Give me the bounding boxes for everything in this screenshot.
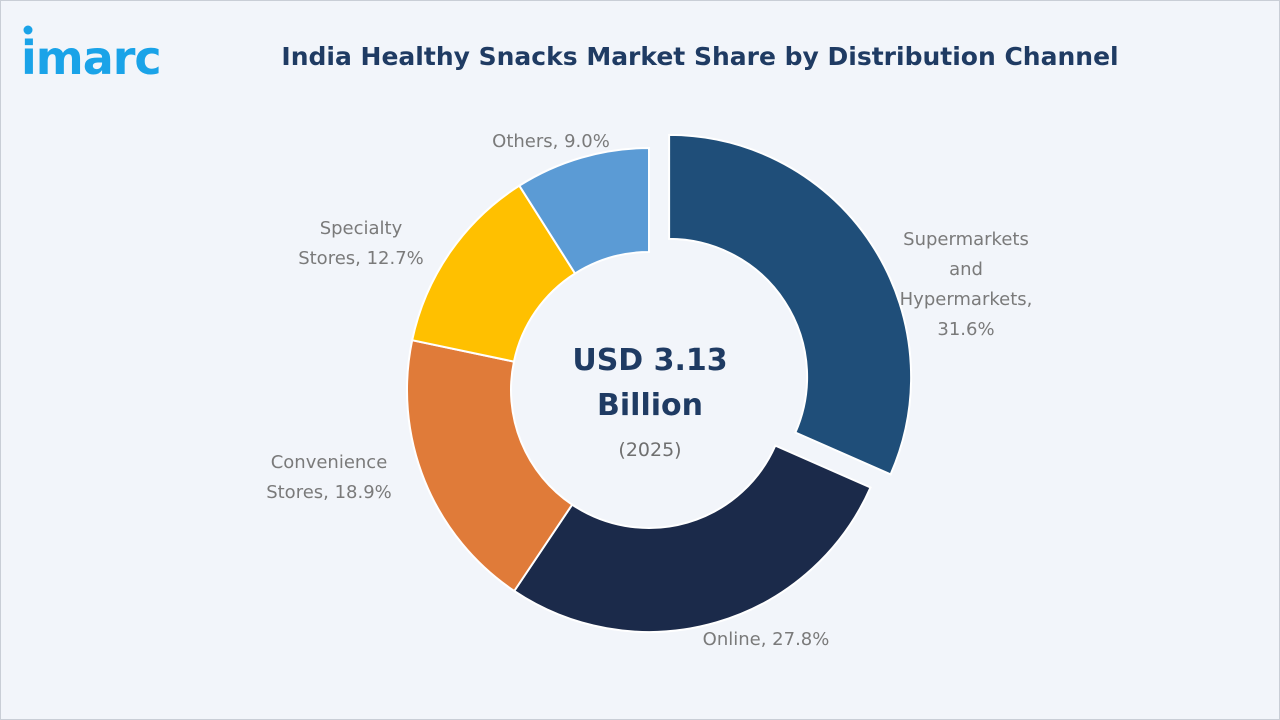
center-year: (2025) [618, 439, 681, 461]
slice-label-line: Convenience [271, 452, 388, 473]
slice-label-line: and [949, 259, 983, 280]
donut-slice-2 [406, 338, 574, 593]
slice-label-line: Stores, 18.9% [266, 482, 392, 503]
slice-label-line: Stores, 12.7% [298, 248, 424, 269]
imarc-logo: imarc [22, 25, 162, 82]
donut-slice-0 [668, 133, 913, 476]
slice-label-4: Others, 9.0% [492, 131, 610, 152]
center-unit: Billion [597, 388, 703, 423]
center-value: USD 3.13 [572, 343, 727, 378]
donut-slice-4 [517, 146, 650, 275]
slice-label-line: Specialty [320, 218, 403, 239]
slice-label-line: 31.6% [937, 319, 994, 340]
slice-label-1: Online, 27.8% [703, 629, 830, 650]
slice-label-line: Online, 27.8% [703, 629, 830, 650]
slice-labels: Supermarkets and Hypermarkets, 31.6% Online,… [266, 131, 1032, 650]
chart-title: India Healthy Snacks Market Share by Dis… [281, 42, 1119, 71]
logo-text: imarc [22, 31, 161, 82]
slice-label-0: Supermarkets and Hypermarkets, 31.6% [900, 229, 1033, 340]
donut-slice-1 [512, 444, 872, 633]
logo-dot [23, 25, 33, 35]
slice-label-line: Others, 9.0% [492, 131, 610, 152]
donut-slices [406, 133, 913, 633]
slice-label-line: Hypermarkets, [900, 289, 1033, 310]
slice-label-line: Supermarkets [903, 229, 1029, 250]
slice-label-3: Specialty Stores, 12.7% [298, 218, 424, 269]
slice-label-2: Convenience Stores, 18.9% [266, 452, 392, 503]
